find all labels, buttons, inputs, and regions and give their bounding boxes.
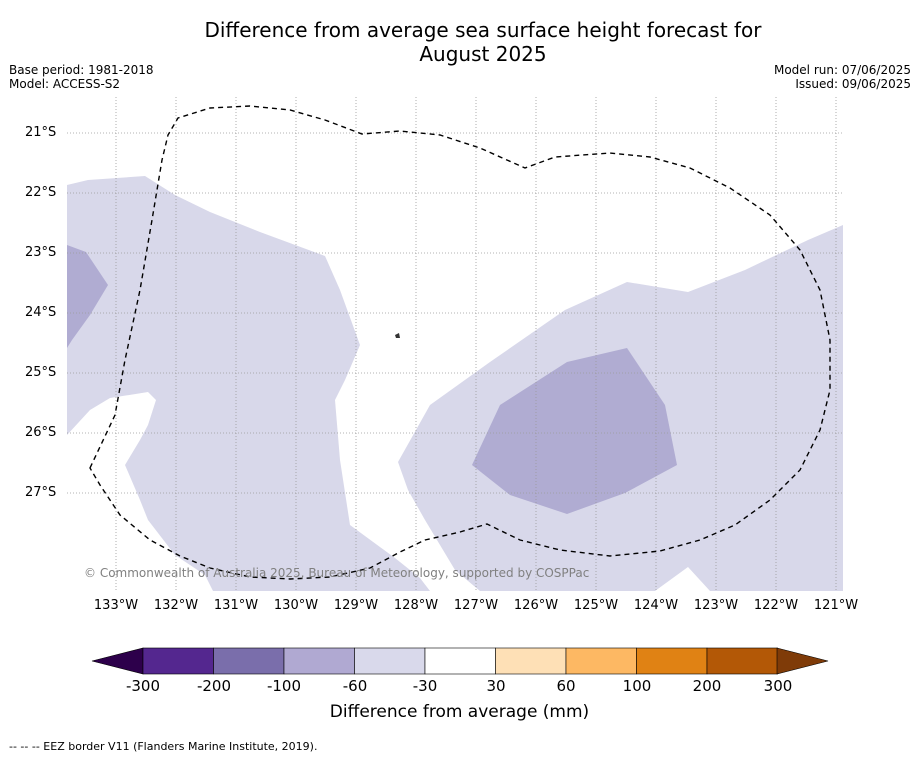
colorbar-label: -200 [196, 677, 232, 695]
y-tick-label: 25°S [25, 365, 57, 380]
x-tick-label: 125°W [573, 598, 619, 613]
island-marker [395, 333, 400, 338]
anomaly-region-light-west [67, 176, 430, 591]
colorbar-segment [706, 647, 778, 675]
y-tick-label: 21°S [25, 125, 57, 140]
meta-right: Model run: 07/06/2025 Issued: 09/06/2025 [774, 63, 911, 91]
y-tick-label: 26°S [25, 425, 57, 440]
x-tick-label: 132°W [153, 598, 199, 613]
issued-text: Issued: 09/06/2025 [795, 77, 911, 91]
y-tick-label: 24°S [25, 305, 57, 320]
x-tick-label: 127°W [453, 598, 499, 613]
x-tick-label: 131°W [213, 598, 259, 613]
x-tick-label: 128°W [393, 598, 439, 613]
colorbar-label: -100 [266, 677, 302, 695]
x-tick-label: 122°W [753, 598, 799, 613]
colorbar-extend-low [91, 647, 144, 675]
x-tick-label: 133°W [93, 598, 139, 613]
colorbar-segment [142, 647, 214, 675]
credit-text: © Commonwealth of Australia 2025, Bureau… [84, 566, 590, 580]
model-run-text: Model run: 07/06/2025 [773, 63, 911, 77]
gridlines [67, 97, 843, 591]
x-tick-label: 121°W [813, 598, 859, 613]
colorbar-label: -30 [412, 677, 438, 695]
x-tick-label: 123°W [693, 598, 739, 613]
colorbar-segments [142, 647, 778, 675]
y-tick-label: 27°S [25, 485, 57, 500]
colorbar-label: 300 [763, 677, 793, 695]
x-tick-label: 130°W [273, 598, 319, 613]
map [67, 97, 843, 591]
colorbar-title: Difference from average (mm) [329, 702, 590, 722]
colorbar-segment [565, 647, 637, 675]
x-tick-label: 129°W [333, 598, 379, 613]
colorbar-extend-high [776, 647, 829, 675]
x-tick-label: 124°W [633, 598, 679, 613]
anomaly-region-medium-west [67, 245, 108, 348]
colorbar-label: 100 [622, 677, 652, 695]
colorbar-label: -300 [125, 677, 161, 695]
model-text: Model: ACCESS-S2 [9, 77, 121, 91]
colorbar-segment [424, 647, 496, 675]
y-tick-label: 22°S [25, 185, 57, 200]
colorbar-segment [636, 647, 708, 675]
meta-left: Base period: 1981-2018 Model: ACCESS-S2 [9, 63, 154, 91]
title-line-1: Difference from average sea surface heig… [204, 18, 762, 42]
eez-legend-note: -- -- -- EEZ border V11 (Flanders Marine… [9, 740, 318, 753]
chart-title: Difference from average sea surface heig… [0, 18, 919, 66]
colorbar-label: 60 [556, 677, 576, 695]
colorbar-segment [495, 647, 567, 675]
colorbar-label: 200 [692, 677, 722, 695]
colorbar-segment [213, 647, 285, 675]
anomaly-region-medium-east [472, 348, 677, 514]
y-tick-label: 23°S [25, 245, 57, 260]
colorbar-segment [283, 647, 355, 675]
x-tick-label: 126°W [513, 598, 559, 613]
colorbar-segment [354, 647, 426, 675]
eez-border [89, 105, 831, 580]
base-period-text: Base period: 1981-2018 [9, 63, 154, 77]
colorbar-label: 30 [486, 677, 506, 695]
colorbar-label: -60 [342, 677, 368, 695]
title-line-2: August 2025 [419, 42, 547, 66]
